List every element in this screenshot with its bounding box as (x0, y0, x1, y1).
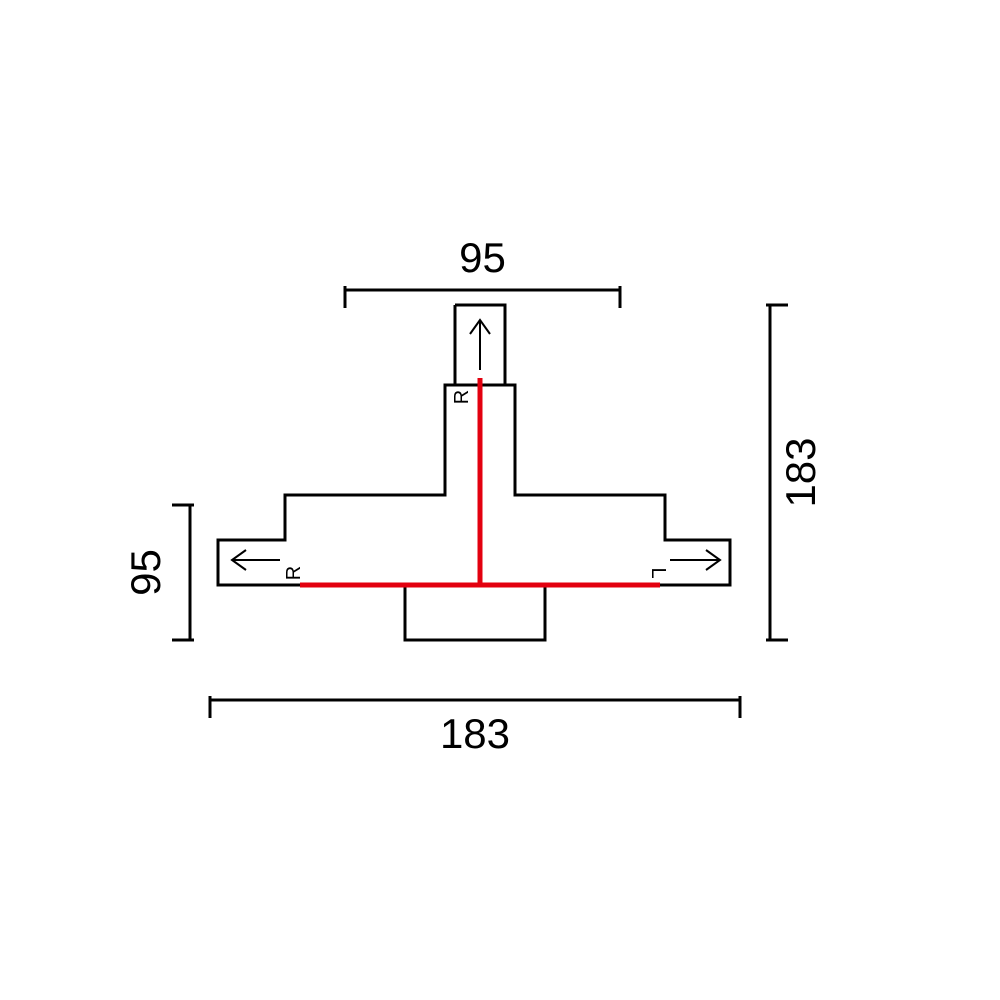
port-label-right: L (647, 567, 669, 578)
diagram-background (0, 0, 1000, 1000)
dimension-diagram: 95 183 95 183 R R L (0, 0, 1000, 1000)
port-label-left: R (283, 566, 305, 580)
dim-label-right: 183 (777, 437, 824, 507)
dim-label-left: 95 (122, 549, 169, 596)
dim-label-top: 95 (459, 234, 506, 281)
dim-label-bottom: 183 (440, 710, 510, 757)
port-label-top: R (451, 390, 473, 404)
